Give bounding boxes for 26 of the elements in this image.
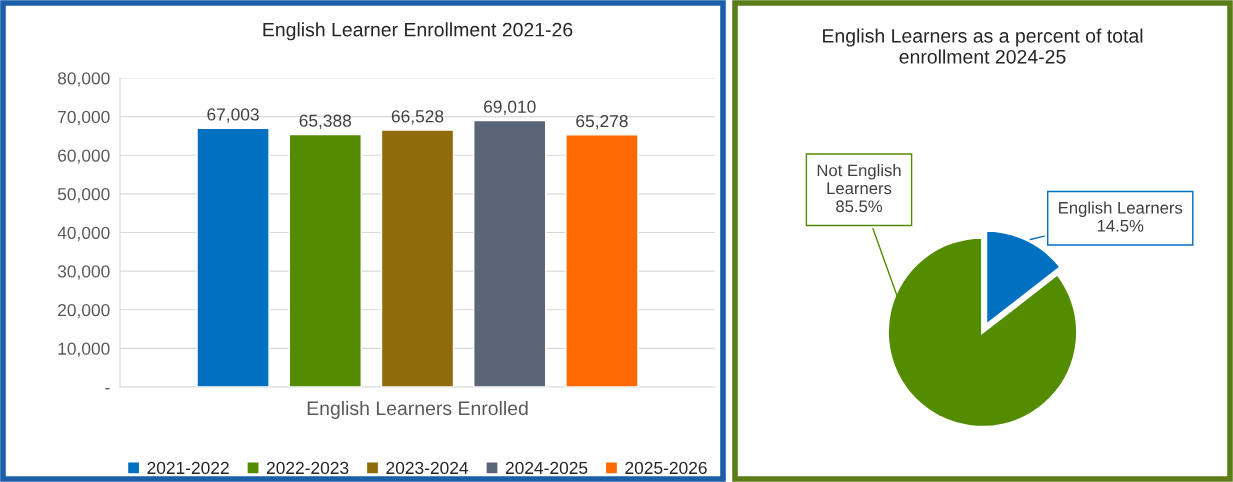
data-label: 14.5%	[1097, 219, 1144, 232]
y-tick-label: -	[105, 388, 110, 390]
legend-label: 2025-2026	[625, 461, 707, 475]
y-tick-label: 10,000	[58, 342, 110, 357]
y-tick-label: 20,000	[58, 303, 110, 319]
y-tick-label: 40,000	[57, 226, 110, 242]
legend-label: 2024-2025	[505, 461, 588, 475]
data-label: 65,278	[576, 114, 628, 130]
data-label: 85.5%	[836, 200, 883, 213]
legend-label: 2021-2022	[147, 461, 229, 475]
y-tick-label: 70,000	[58, 110, 110, 126]
data-label: 66,528	[391, 110, 444, 125]
x-tick-label: English Learners Enrolled	[307, 400, 528, 420]
legend-label: 2022-2023	[266, 461, 349, 475]
chart-title: English Learners as a percent of total enrollment 2024-25	[823, 28, 1143, 64]
slice-label: English Learners	[1059, 201, 1183, 218]
slice-label: Not English Learners	[817, 164, 901, 195]
y-tick-label: 50,000	[57, 188, 110, 203]
y-tick-label: 30,000	[57, 265, 110, 280]
data-label: 69,010	[484, 100, 536, 115]
data-label: 65,388	[299, 114, 352, 129]
chart-title: English Learner Enrollment 2021-26	[263, 22, 573, 41]
legend-label: 2023-2024	[386, 461, 469, 475]
y-tick-label: 80,000	[57, 72, 110, 87]
y-tick-label: 60,000	[58, 149, 110, 164]
data-label: 67,003	[207, 108, 259, 123]
